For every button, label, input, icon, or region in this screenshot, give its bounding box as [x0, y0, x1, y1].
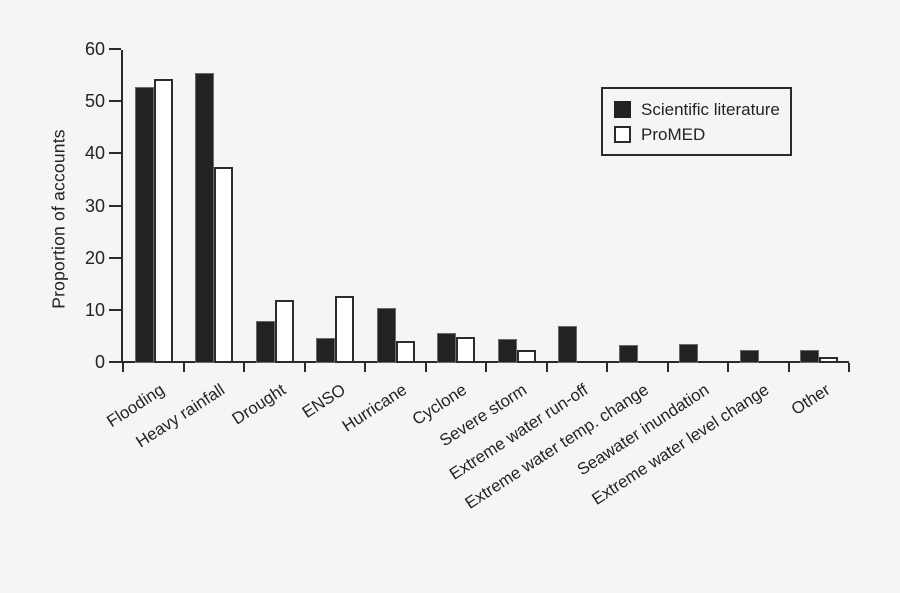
x-tick-mark	[182, 363, 185, 372]
bar-scientific-literature	[618, 344, 638, 363]
x-tick-mark	[545, 363, 548, 372]
x-tick-mark	[364, 363, 366, 372]
x-tick-mark	[666, 363, 669, 372]
bar-promed	[153, 78, 173, 363]
y-tick-mark	[109, 100, 121, 103]
y-tick-label: 10	[84, 299, 105, 320]
bar-promed	[214, 167, 233, 363]
bar-scientific-literature	[195, 73, 214, 363]
legend: Scientific literature ProMED	[601, 87, 792, 156]
bar-scientific-literature	[558, 326, 577, 363]
legend-label-scientific-literature: Scientific literature	[641, 99, 780, 119]
bar-promed	[395, 340, 415, 363]
y-tick-mark	[109, 204, 121, 207]
x-tick-mark	[485, 363, 487, 372]
bar-scientific-literature	[679, 344, 698, 363]
x-axis-line	[121, 361, 849, 363]
x-tick-mark	[303, 363, 306, 372]
y-tick-label: 60	[84, 39, 105, 59]
bar-promed	[335, 296, 354, 363]
bar-scientific-literature	[739, 349, 759, 363]
x-tick-mark	[122, 363, 124, 372]
x-tick-mark	[848, 363, 850, 372]
y-tick-label: 40	[84, 143, 105, 164]
legend-label-promed: ProMED	[641, 124, 706, 144]
x-category-label: Drought	[228, 380, 289, 429]
y-tick-label: 0	[94, 352, 105, 372]
legend-swatch-scientific-literature	[614, 101, 631, 118]
legend-item-scientific-literature: Scientific literature	[614, 97, 780, 122]
y-tick-mark	[109, 361, 121, 363]
x-tick-mark	[424, 363, 427, 372]
legend-item-promed: ProMED	[614, 122, 780, 147]
y-tick-label: 20	[84, 247, 105, 268]
x-category-label: Other	[787, 380, 834, 419]
bar-scientific-literature	[497, 339, 517, 363]
y-tick-label: 30	[84, 195, 105, 216]
x-tick-mark	[727, 363, 729, 372]
y-tick-mark	[109, 308, 121, 311]
x-tick-mark	[787, 363, 790, 372]
y-axis-line	[121, 50, 123, 363]
y-tick-mark	[109, 256, 121, 259]
legend-swatch-promed	[614, 126, 631, 143]
x-category-label: ENSO	[298, 380, 350, 422]
x-tick-mark	[606, 363, 608, 372]
bar-scientific-literature	[800, 349, 819, 363]
bar-scientific-literature	[437, 332, 456, 363]
bar-scientific-literature	[255, 321, 275, 363]
bar-scientific-literature	[376, 308, 396, 363]
y-tick-mark	[109, 48, 121, 50]
x-category-label: Hurricane	[338, 380, 410, 436]
bar-promed	[819, 356, 838, 363]
x-tick-mark	[243, 363, 245, 372]
bar-scientific-literature	[316, 338, 335, 363]
bar-promed	[456, 337, 475, 363]
bar-scientific-literature	[134, 86, 154, 363]
bar-promed	[516, 349, 536, 363]
y-tick-mark	[109, 152, 121, 155]
bar-promed	[274, 300, 294, 363]
y-tick-label: 50	[84, 91, 105, 112]
